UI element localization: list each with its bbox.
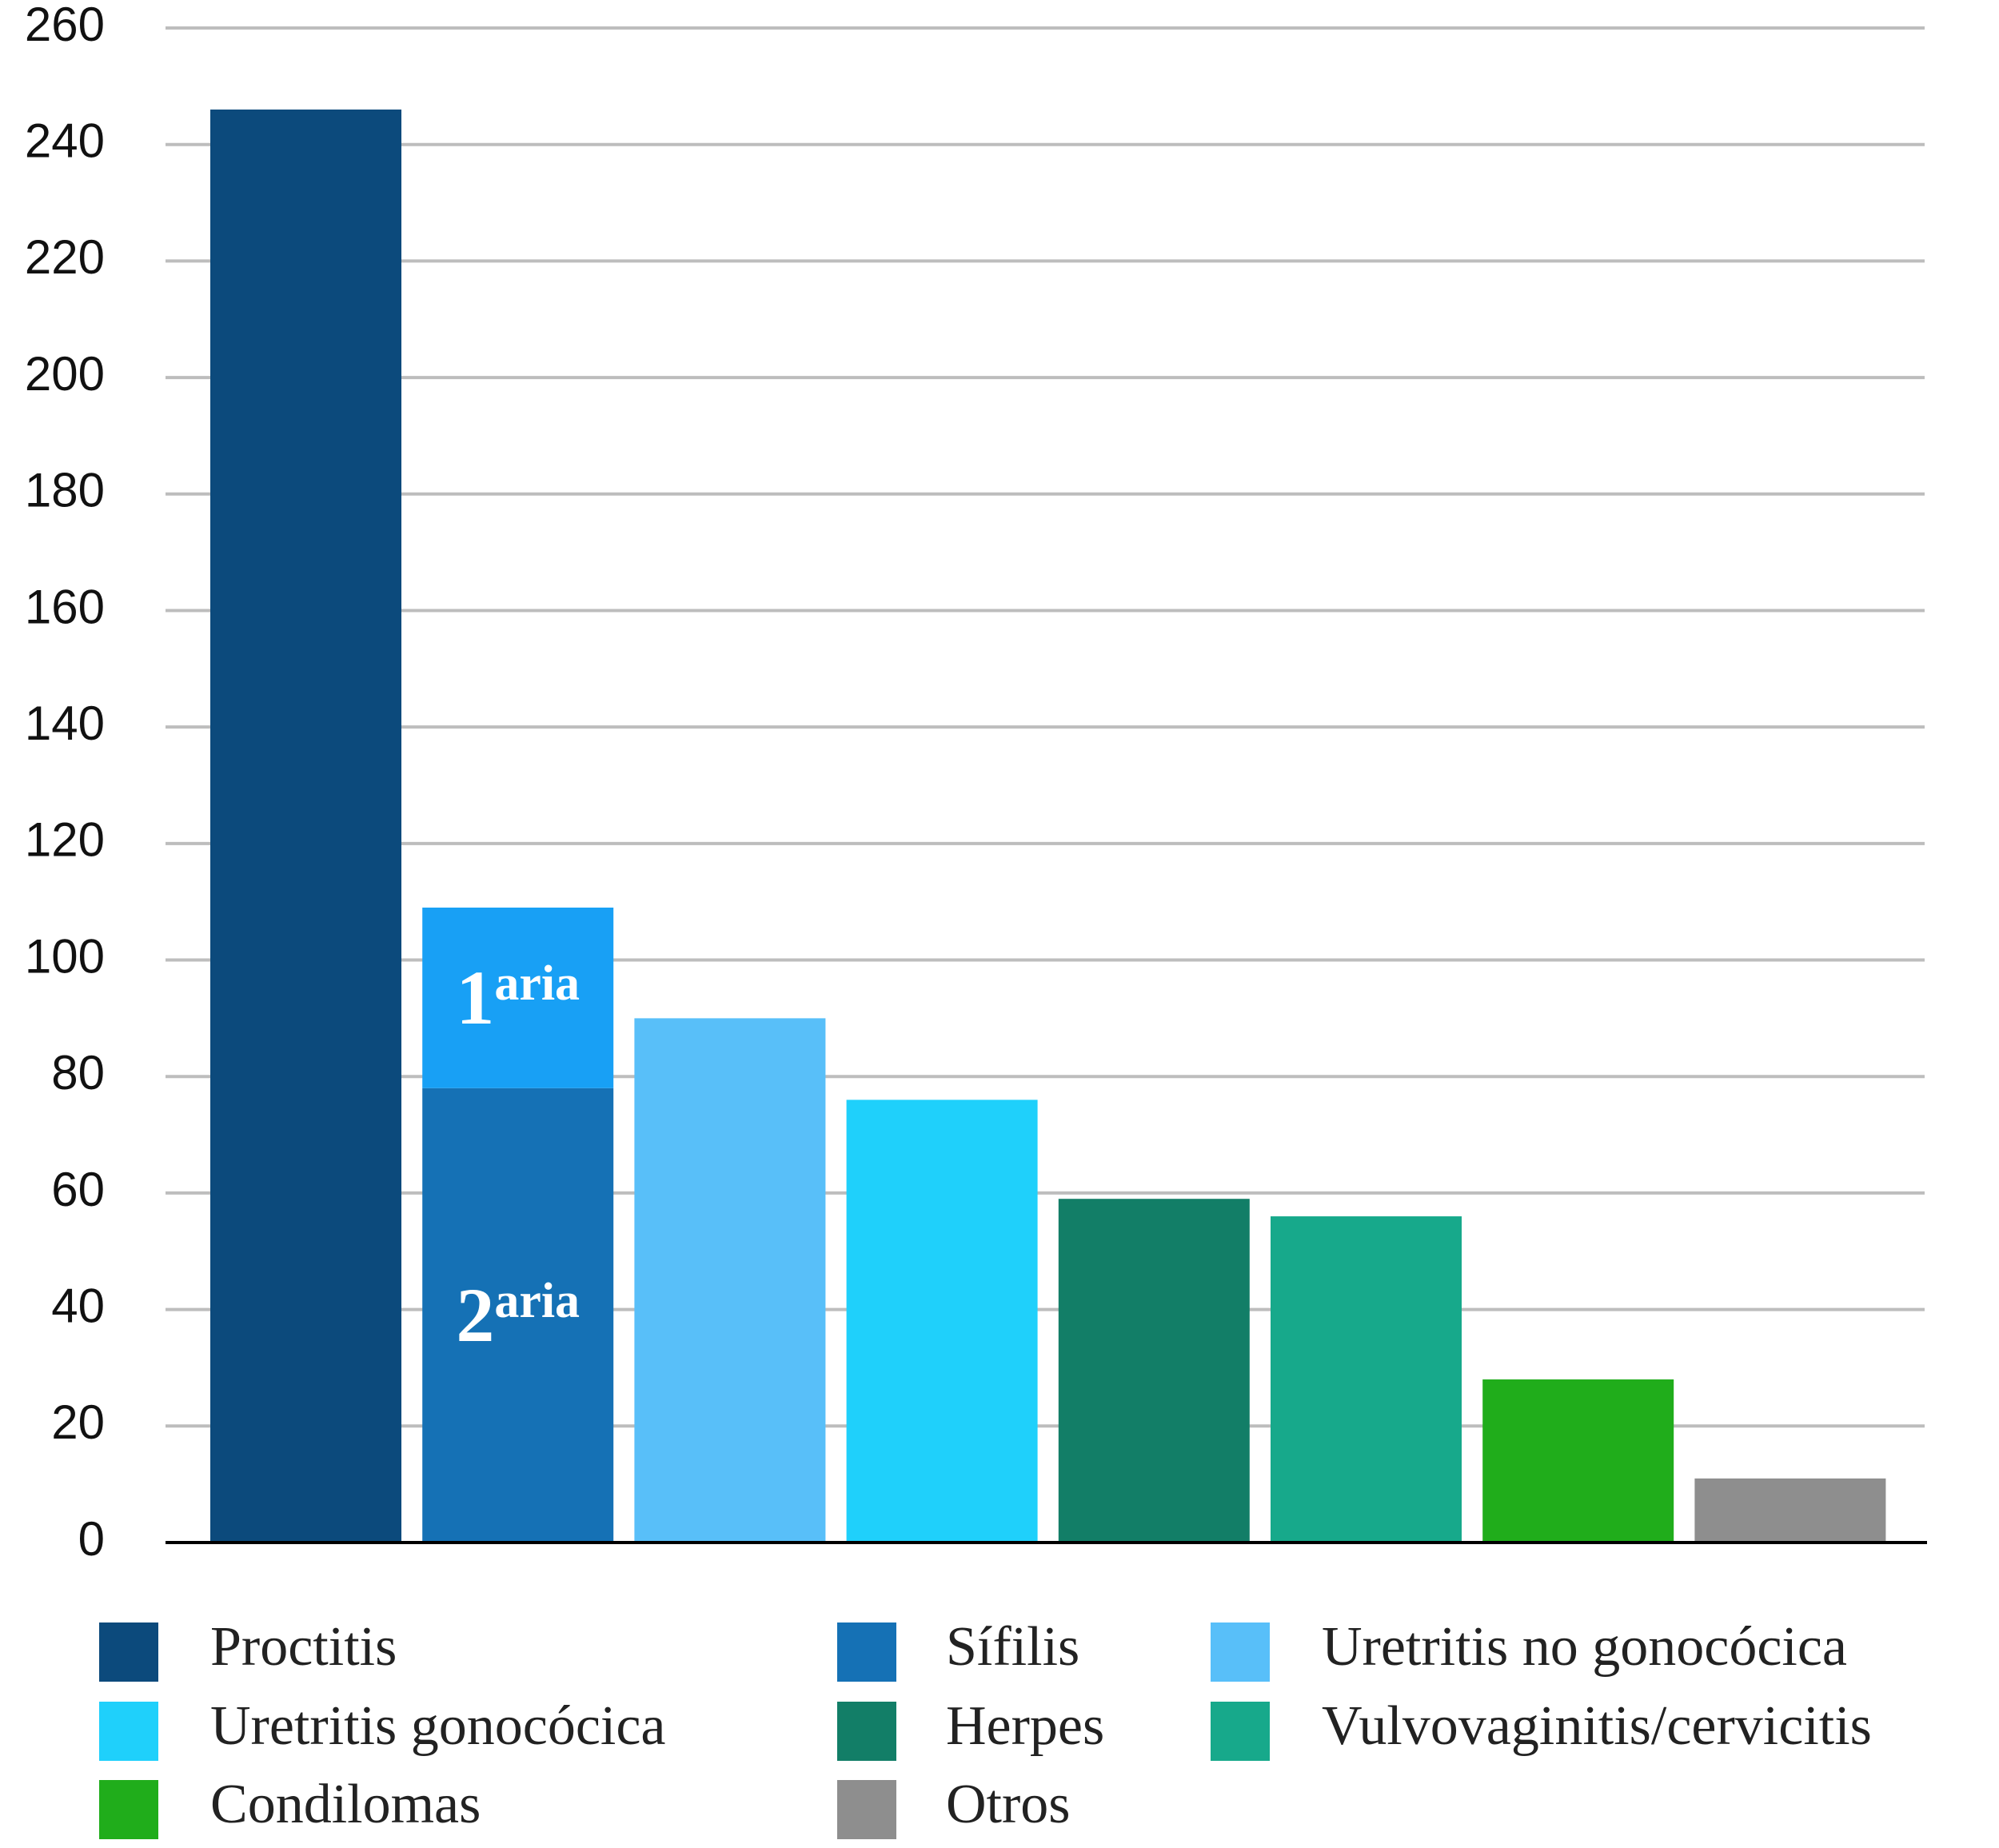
legend-label: Sífilis [946,1616,1079,1678]
legend-swatch [837,1702,896,1761]
y-tick-label: 200 [25,347,105,401]
legend-swatch [99,1780,158,1839]
y-tick-label: 0 [78,1512,105,1566]
legend-swatch [1211,1622,1270,1682]
legend-swatch [99,1702,158,1761]
bar [210,109,401,1543]
y-tick-label: 240 [25,114,105,168]
segment-label-suffix: aria [494,1274,580,1328]
y-tick-label: 20 [51,1395,105,1449]
legend-label: Vulvovaginitis/cervicitis [1322,1695,1872,1757]
y-tick-label: 180 [25,464,105,517]
legend-label: Uretritis no gonocócica [1322,1616,1847,1678]
bar [846,1100,1038,1543]
y-tick-label: 260 [25,0,105,51]
y-tick-label: 220 [25,230,105,284]
y-tick-label: 80 [51,1046,105,1100]
legend-label: Uretritis gonocócica [210,1695,666,1757]
y-tick-label: 140 [25,696,105,750]
bar [1482,1379,1674,1543]
bar [1694,1478,1886,1543]
segment-label-number: 2 [456,1272,494,1358]
segment-label: 1aria [456,955,580,1040]
bar-segment [422,907,614,1088]
legend-label: Condilomas [210,1774,481,1835]
bar-segment [422,1088,614,1543]
bar [1058,1199,1250,1543]
y-tick-label: 40 [51,1279,105,1332]
legend-label: Proctitis [210,1616,397,1678]
segment-label-number: 1 [456,955,494,1040]
y-tick-label: 60 [51,1163,105,1216]
y-tick-label: 120 [25,813,105,867]
legend-swatch [837,1780,896,1839]
legend-swatch [1211,1702,1270,1761]
legend-label: Herpes [946,1695,1104,1757]
segment-label: 2aria [456,1272,580,1358]
legend-swatch [837,1622,896,1682]
y-tick-label: 160 [25,580,105,633]
segment-label-suffix: aria [494,956,580,1011]
legend-label: Otros [946,1774,1071,1835]
y-tick-label: 100 [25,929,105,983]
bar [634,1018,826,1543]
legend-swatch [99,1622,158,1682]
bar [1271,1216,1462,1543]
